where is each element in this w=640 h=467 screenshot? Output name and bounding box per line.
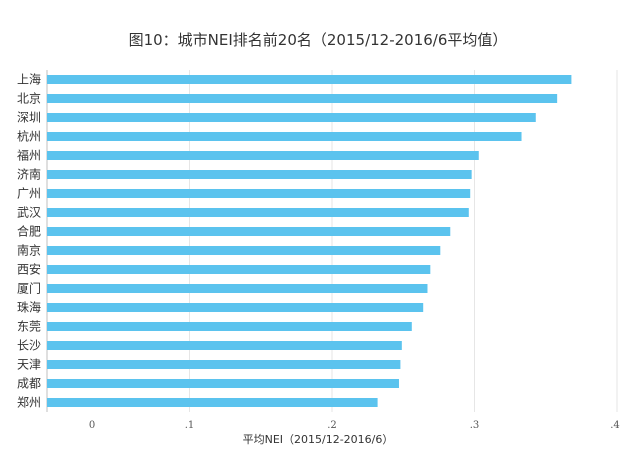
category-label: 天津 xyxy=(17,358,41,372)
category-label: 济南 xyxy=(17,167,41,182)
bar xyxy=(47,341,402,350)
category-label: 合肥 xyxy=(17,224,41,239)
bar xyxy=(47,113,536,122)
category-label: 南京 xyxy=(17,243,41,258)
category-label: 杭州 xyxy=(17,129,41,144)
chart-title: 图10：城市NEI排名前20名（2015/12-2016/6平均值） xyxy=(129,31,508,49)
bar xyxy=(47,284,428,293)
x-tick-label: .1 xyxy=(185,420,195,431)
bar xyxy=(47,75,572,84)
x-tick-label: .3 xyxy=(470,420,480,431)
category-label: 成都 xyxy=(17,377,41,391)
x-tick-labels: 0 .1 .2 .3 .4 xyxy=(89,420,620,431)
category-label: 广州 xyxy=(17,187,41,201)
category-label: 深圳 xyxy=(17,111,41,125)
bar xyxy=(47,94,558,103)
x-tick-label: 0 xyxy=(89,420,95,431)
category-label: 北京 xyxy=(17,92,41,106)
category-label: 郑州 xyxy=(17,395,41,410)
bar xyxy=(47,227,451,236)
x-axis-label: 平均NEI（2015/12-2016/6） xyxy=(243,433,394,446)
grid xyxy=(46,70,618,412)
category-label: 武汉 xyxy=(17,206,41,220)
category-label: 珠海 xyxy=(17,300,41,315)
x-tick-label: .4 xyxy=(610,420,620,431)
bar xyxy=(47,265,431,274)
bars xyxy=(47,75,572,407)
category-label: 厦门 xyxy=(17,281,41,296)
category-label: 西安 xyxy=(17,262,41,277)
x-tick-label: .2 xyxy=(327,420,337,431)
bar xyxy=(47,360,401,369)
bar xyxy=(47,246,441,255)
bar xyxy=(47,398,378,407)
category-label: 上海 xyxy=(17,72,41,87)
category-label: 东莞 xyxy=(17,320,41,334)
bar xyxy=(47,379,399,388)
bar xyxy=(47,208,469,217)
bar xyxy=(47,322,412,331)
bar xyxy=(47,132,522,141)
bar xyxy=(47,151,479,160)
category-label: 福州 xyxy=(17,148,41,163)
bar xyxy=(47,189,471,198)
bar xyxy=(47,303,424,312)
bar xyxy=(47,170,472,179)
category-label: 长沙 xyxy=(17,339,41,353)
